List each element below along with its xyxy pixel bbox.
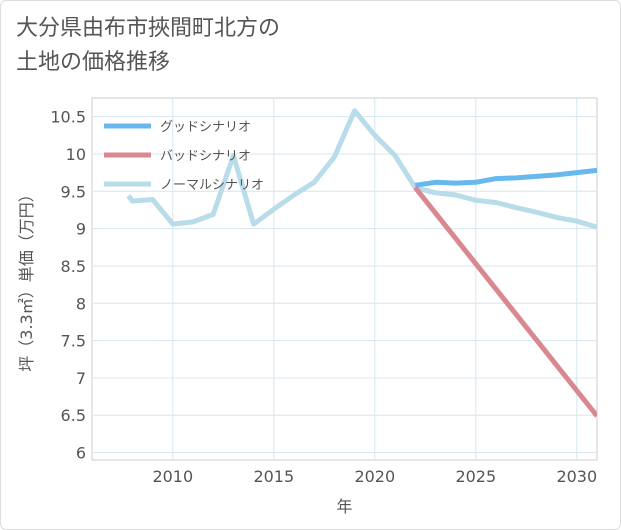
series-line-1	[413, 186, 597, 418]
x-tick-label: 2025	[455, 467, 496, 486]
y-tick-label: 10	[66, 145, 86, 164]
y-tick-label: 6	[76, 444, 86, 463]
y-tick-label: 9.5	[61, 182, 86, 201]
series-line-2	[126, 108, 597, 230]
legend-label-1: バッドシナリオ	[160, 149, 251, 164]
x-tick-label: 2020	[354, 467, 395, 486]
legend-label-2: ノーマルシナリオ	[160, 178, 264, 193]
y-tick-label: 7	[76, 369, 86, 388]
plot-area	[91, 97, 598, 461]
y-tick-label: 7.5	[61, 332, 86, 351]
x-tick-label: 2030	[556, 467, 597, 486]
y-tick-label: 6.5	[61, 406, 86, 425]
y-tick-label: 10.5	[50, 108, 86, 127]
x-axis-label: 年	[336, 497, 352, 516]
chart-title-line-1: 大分県由布市挾間町北方の	[16, 16, 281, 41]
y-axis-label: 坪（3.3㎡）単価（万円）	[17, 186, 36, 371]
chart-title-line-2: 土地の価格推移	[16, 50, 171, 75]
y-tick-label: 8	[76, 294, 86, 313]
x-tick-label: 2015	[253, 467, 294, 486]
y-tick-label: 9	[76, 220, 86, 239]
y-tick-label: 8.5	[61, 257, 86, 276]
legend-label-0: グッドシナリオ	[160, 120, 251, 135]
series-line-0	[414, 167, 597, 188]
x-tick-label: 2010	[152, 467, 193, 486]
chart-title: 大分県由布市挾間町北方の 土地の価格推移	[16, 12, 280, 80]
